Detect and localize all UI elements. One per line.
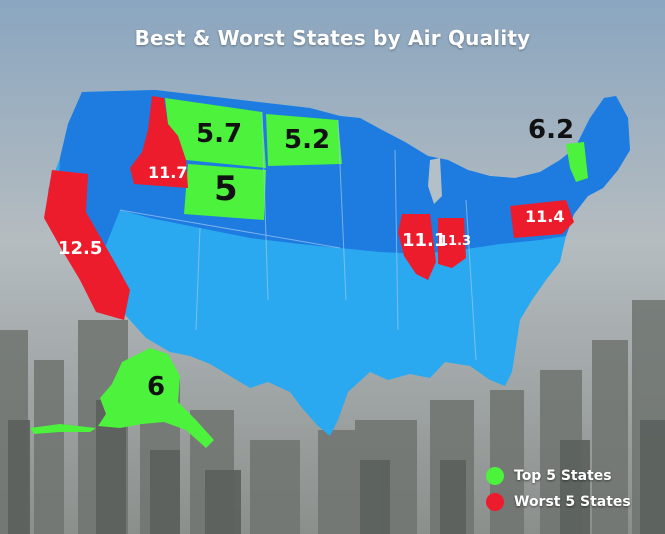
state-idaho xyxy=(130,96,188,188)
state-wyoming xyxy=(184,164,266,220)
state-california xyxy=(44,170,130,320)
state-indiana xyxy=(438,218,466,268)
state-montana xyxy=(165,98,266,168)
legend: Top 5 States Worst 5 States xyxy=(486,464,631,516)
green-dot-icon xyxy=(486,467,504,485)
state-north-dakota xyxy=(266,114,342,166)
label-idaho: 11.7 xyxy=(148,163,188,182)
state-vermont xyxy=(566,142,588,182)
state-alaska xyxy=(98,348,214,448)
lake-michigan xyxy=(428,158,442,204)
label-illinois: 11.1 xyxy=(402,230,447,251)
label-indiana: 11.3 xyxy=(439,234,472,249)
legend-item-top: Top 5 States xyxy=(486,464,631,488)
map-title: Best & Worst States by Air Quality xyxy=(134,26,531,50)
label-alaska: 6 xyxy=(147,372,166,402)
label-wyoming: 5 xyxy=(214,169,238,209)
label-north-dakota: 5.2 xyxy=(284,125,331,155)
label-montana: 5.7 xyxy=(196,119,243,149)
legend-label-top: Top 5 States xyxy=(514,468,612,484)
label-pennsylvania: 11.4 xyxy=(525,207,565,226)
label-vermont: 6.2 xyxy=(528,115,575,145)
label-california: 12.5 xyxy=(58,238,103,259)
alaska-islands xyxy=(30,424,96,434)
legend-label-worst: Worst 5 States xyxy=(514,494,631,510)
red-dot-icon xyxy=(486,493,504,511)
state-illinois xyxy=(398,214,436,280)
legend-item-worst: Worst 5 States xyxy=(486,490,631,514)
state-pennsylvania xyxy=(510,200,574,238)
